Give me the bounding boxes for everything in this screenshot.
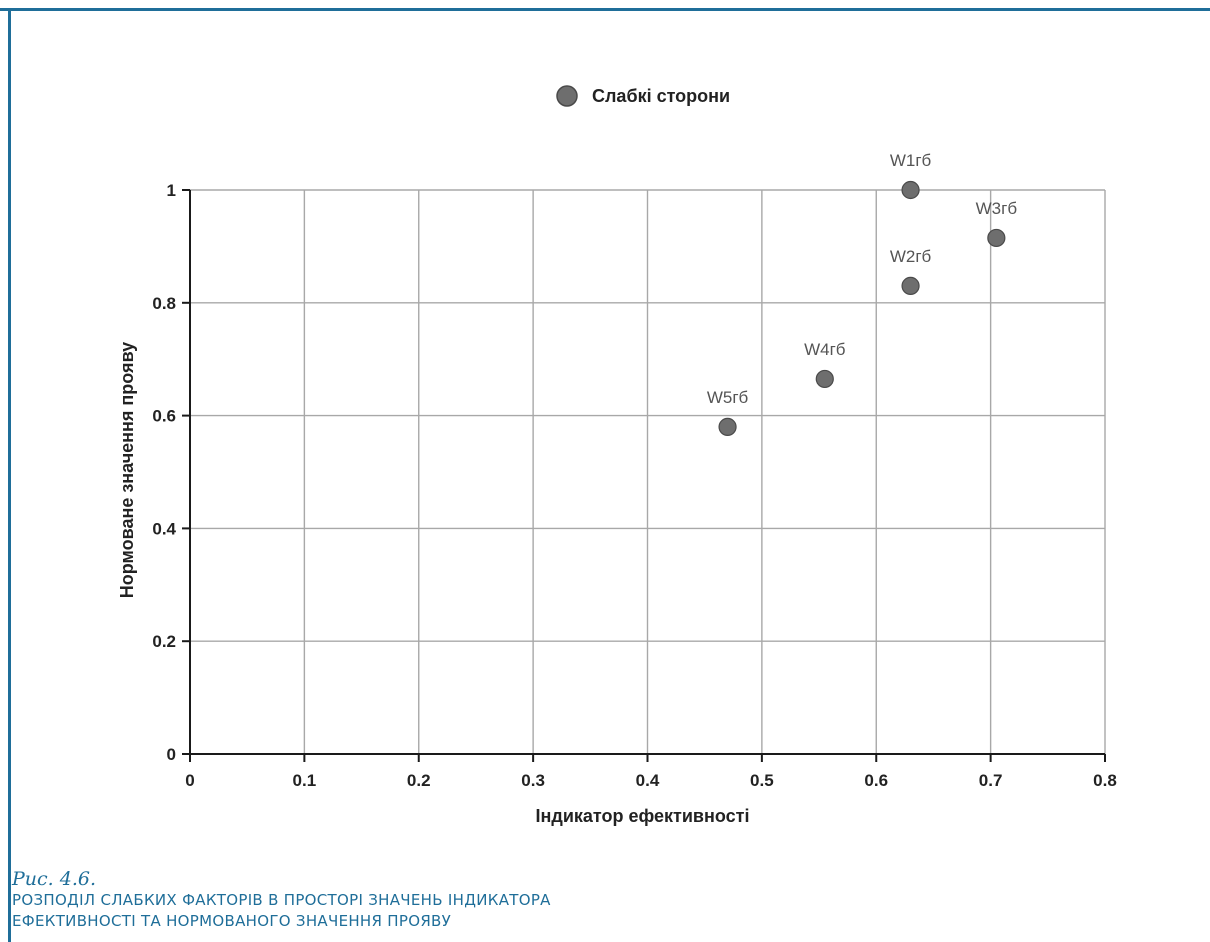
x-tick-label: 0.7 — [979, 771, 1003, 790]
legend-marker — [556, 85, 578, 107]
frame-border-left — [8, 8, 11, 942]
data-point-label: W1гб — [890, 151, 932, 170]
data-point-label: W4гб — [804, 340, 846, 359]
figure-number: Рис. 4.6. — [12, 868, 96, 890]
y-tick-label: 0.2 — [152, 632, 176, 651]
data-point — [901, 276, 920, 295]
y-tick-label: 0.4 — [152, 519, 176, 538]
y-tick-label: 1 — [167, 181, 176, 200]
figure-title-line-2: ЕФЕКТИВНОСТІ ТА НОРМОВАНОГО ЗНАЧЕННЯ ПРО… — [12, 912, 452, 930]
y-tick-label: 0 — [167, 745, 176, 764]
figure-title-line-1: РОЗПОДІЛ СЛАБКИХ ФАКТОРІВ В ПРОСТОРІ ЗНА… — [12, 891, 551, 909]
scatter-chart: 0 0.1 0.2 0.3 0.4 0.5 0.6 0.7 0.8 0 0.2 0.4 0.6 0.8 1 І… — [117, 85, 1117, 826]
legend-label: Слабкі сторони — [592, 86, 730, 106]
y-tick-label: 0.6 — [152, 407, 176, 426]
frame-border-top — [0, 8, 1210, 11]
data-point-label: W5гб — [707, 388, 749, 407]
x-tick-label: 0.1 — [293, 771, 317, 790]
data-point — [718, 417, 737, 436]
y-axis-title: Нормоване значення прояву — [117, 342, 137, 598]
x-axis-title: Індикатор ефективності — [536, 806, 750, 826]
x-tick-label: 0.8 — [1093, 771, 1117, 790]
x-tick-label: 0 — [185, 771, 194, 790]
x-tick-label: 0.6 — [864, 771, 888, 790]
figure-caption: Рис. 4.6. РОЗПОДІЛ СЛАБКИХ ФАКТОРІВ В ПР… — [12, 868, 551, 932]
x-tick-label: 0.3 — [521, 771, 545, 790]
data-point-label: W3гб — [976, 199, 1018, 218]
y-tick-label: 0.8 — [152, 294, 176, 313]
data-point — [987, 228, 1006, 248]
x-tick-label: 0.4 — [636, 771, 660, 790]
data-point-label: W2гб — [890, 247, 932, 266]
data-point — [901, 180, 920, 200]
data-point — [815, 369, 834, 389]
x-tick-label: 0.2 — [407, 771, 431, 790]
x-tick-label: 0.5 — [750, 771, 774, 790]
